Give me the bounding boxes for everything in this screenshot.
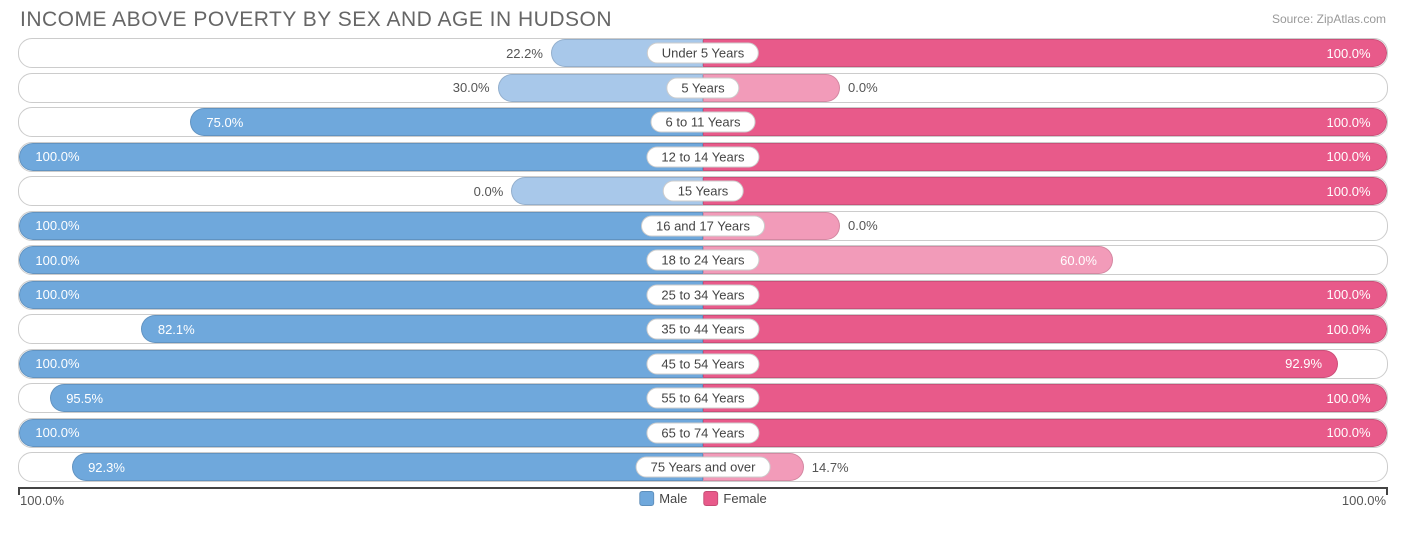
bar-male xyxy=(19,350,703,378)
age-label: 18 to 24 Years xyxy=(646,250,759,271)
male-value-label: 100.0% xyxy=(35,212,79,240)
bar-male xyxy=(19,246,703,274)
legend-item-female: Female xyxy=(703,491,766,506)
female-value-label: 100.0% xyxy=(1327,281,1371,309)
bar-female xyxy=(703,281,1387,309)
bar-female xyxy=(703,384,1387,412)
bar-male xyxy=(19,143,703,171)
axis-right-label: 100.0% xyxy=(1342,493,1386,508)
male-value-label: 75.0% xyxy=(206,108,243,136)
legend-label-female: Female xyxy=(723,491,766,506)
female-value-label: 100.0% xyxy=(1327,39,1371,67)
chart-area: 22.2% 100.0% Under 5 Years 30.0% 0.0% 5 Years… xyxy=(0,36,1406,482)
bar-female xyxy=(703,350,1338,378)
age-label: 65 to 74 Years xyxy=(646,422,759,443)
chart-row: 30.0% 0.0% 5 Years xyxy=(18,73,1388,103)
legend-swatch-male xyxy=(639,491,654,506)
female-value-label: 100.0% xyxy=(1327,419,1371,447)
chart-row: 0.0% 100.0% 15 Years xyxy=(18,176,1388,206)
male-value-label: 100.0% xyxy=(35,143,79,171)
chart-row: 100.0% 100.0% 25 to 34 Years xyxy=(18,280,1388,310)
age-label: 35 to 44 Years xyxy=(646,319,759,340)
male-value-label: 92.3% xyxy=(88,453,125,481)
legend-swatch-female xyxy=(703,491,718,506)
chart-header: INCOME ABOVE POVERTY BY SEX AND AGE IN H… xyxy=(0,0,1406,36)
age-label: 25 to 34 Years xyxy=(646,284,759,305)
chart-row: 22.2% 100.0% Under 5 Years xyxy=(18,38,1388,68)
female-value-label: 100.0% xyxy=(1327,108,1371,136)
bar-male xyxy=(19,212,703,240)
female-value-label: 100.0% xyxy=(1327,315,1371,343)
axis-left-label: 100.0% xyxy=(20,493,64,508)
chart-row: 100.0% 60.0% 18 to 24 Years xyxy=(18,245,1388,275)
bar-male xyxy=(190,108,703,136)
male-value-label: 100.0% xyxy=(35,246,79,274)
female-value-label: 100.0% xyxy=(1327,143,1371,171)
male-value-label: 95.5% xyxy=(66,384,103,412)
male-value-label: 0.0% xyxy=(474,177,504,205)
bar-female xyxy=(703,246,1113,274)
chart-source: Source: ZipAtlas.com xyxy=(1272,12,1386,26)
axis-tick-right xyxy=(1386,487,1388,495)
bar-female xyxy=(703,177,1387,205)
chart-row: 82.1% 100.0% 35 to 44 Years xyxy=(18,314,1388,344)
bar-male xyxy=(19,419,703,447)
male-value-label: 100.0% xyxy=(35,350,79,378)
chart-row: 95.5% 100.0% 55 to 64 Years xyxy=(18,383,1388,413)
legend-label-male: Male xyxy=(659,491,687,506)
bar-female xyxy=(703,108,1387,136)
legend-item-male: Male xyxy=(639,491,687,506)
chart-row: 100.0% 100.0% 12 to 14 Years xyxy=(18,142,1388,172)
bar-male xyxy=(72,453,703,481)
bar-male xyxy=(141,315,703,343)
chart-row: 100.0% 100.0% 65 to 74 Years xyxy=(18,418,1388,448)
female-value-label: 100.0% xyxy=(1327,384,1371,412)
age-label: 16 and 17 Years xyxy=(641,215,765,236)
age-label: Under 5 Years xyxy=(647,43,759,64)
male-value-label: 30.0% xyxy=(453,74,490,102)
chart-row: 75.0% 100.0% 6 to 11 Years xyxy=(18,107,1388,137)
female-value-label: 100.0% xyxy=(1327,177,1371,205)
chart-axis: 100.0% 100.0% Male Female xyxy=(18,487,1388,515)
bar-female xyxy=(703,39,1387,67)
bar-male xyxy=(50,384,703,412)
male-value-label: 100.0% xyxy=(35,419,79,447)
age-label: 15 Years xyxy=(663,181,744,202)
age-label: 55 to 64 Years xyxy=(646,388,759,409)
chart-row: 100.0% 0.0% 16 and 17 Years xyxy=(18,211,1388,241)
bar-female xyxy=(703,419,1387,447)
age-label: 5 Years xyxy=(666,77,739,98)
chart-row: 100.0% 92.9% 45 to 54 Years xyxy=(18,349,1388,379)
female-value-label: 14.7% xyxy=(812,453,849,481)
age-label: 45 to 54 Years xyxy=(646,353,759,374)
male-value-label: 82.1% xyxy=(158,315,195,343)
chart-title: INCOME ABOVE POVERTY BY SEX AND AGE IN H… xyxy=(20,8,612,32)
bar-female xyxy=(703,315,1387,343)
bar-female xyxy=(703,143,1387,171)
chart-row: 92.3% 14.7% 75 Years and over xyxy=(18,452,1388,482)
female-value-label: 0.0% xyxy=(848,74,878,102)
male-value-label: 22.2% xyxy=(506,39,543,67)
age-label: 12 to 14 Years xyxy=(646,146,759,167)
female-value-label: 0.0% xyxy=(848,212,878,240)
age-label: 75 Years and over xyxy=(636,457,771,478)
male-value-label: 100.0% xyxy=(35,281,79,309)
age-label: 6 to 11 Years xyxy=(651,112,756,133)
bar-male xyxy=(19,281,703,309)
chart-legend: Male Female xyxy=(639,491,767,506)
female-value-label: 92.9% xyxy=(1285,350,1322,378)
female-value-label: 60.0% xyxy=(1060,246,1097,274)
